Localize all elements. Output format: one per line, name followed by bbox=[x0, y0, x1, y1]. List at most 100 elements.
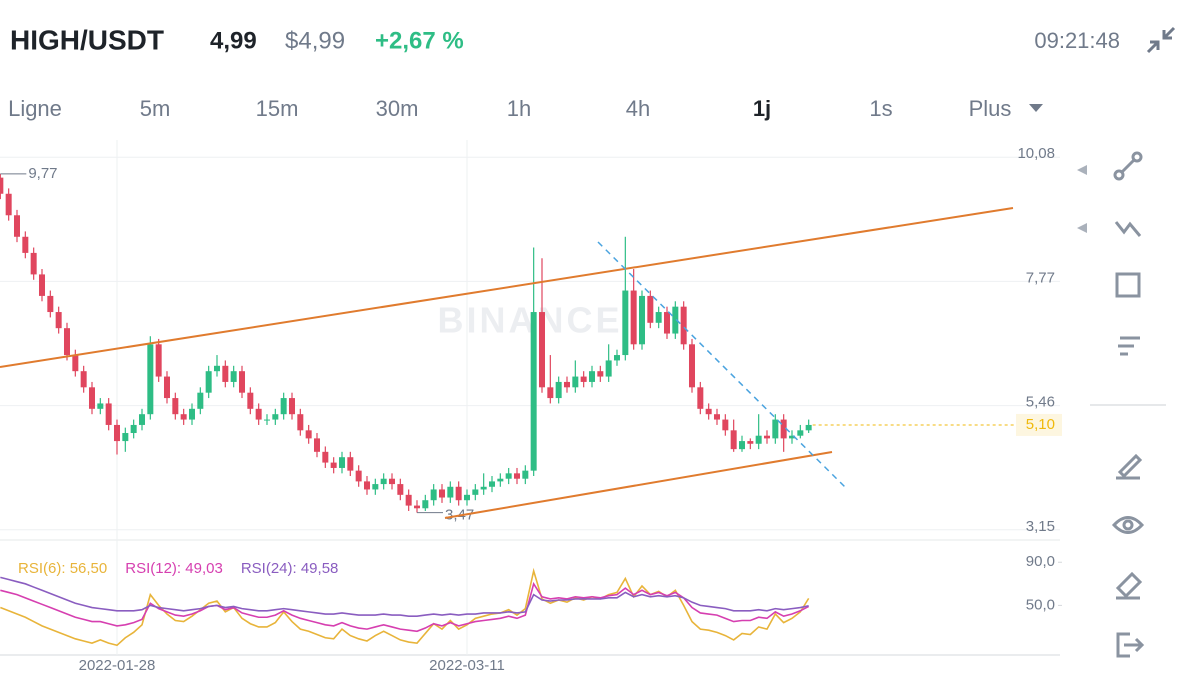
candle-body bbox=[205, 371, 212, 393]
candle-body bbox=[113, 424, 120, 442]
candle-body bbox=[497, 478, 504, 482]
candle-body bbox=[788, 435, 795, 439]
candle-body bbox=[5, 193, 12, 216]
tool-fib[interactable] bbox=[1114, 221, 1142, 237]
toolbar-arrow[interactable] bbox=[1077, 165, 1087, 175]
candle-body bbox=[147, 344, 154, 415]
tab[interactable]: 4h bbox=[626, 96, 650, 121]
rsi-line bbox=[0, 567, 810, 647]
x-tick-label: 2022-01-28 bbox=[79, 657, 156, 674]
candle-body bbox=[797, 430, 804, 436]
candle-body bbox=[288, 398, 295, 415]
dropdown-arrow[interactable] bbox=[1029, 104, 1043, 112]
candle-body bbox=[163, 376, 170, 399]
candle-body bbox=[63, 328, 70, 356]
price: 4,99 bbox=[210, 27, 257, 54]
rsi-line bbox=[0, 576, 809, 617]
tool-exit[interactable] bbox=[1116, 632, 1145, 658]
tool-rect[interactable] bbox=[1115, 272, 1141, 298]
candle-body bbox=[438, 489, 445, 498]
change: +2,67 % bbox=[375, 27, 464, 54]
candle-body bbox=[713, 414, 720, 420]
y-tick-label: 50,0 bbox=[1026, 596, 1055, 613]
tab[interactable]: Plus bbox=[969, 96, 1012, 121]
candle-body bbox=[88, 387, 95, 409]
candle-body bbox=[580, 376, 587, 382]
candle-body bbox=[738, 441, 745, 450]
candle-body bbox=[622, 290, 629, 356]
candle-body bbox=[655, 312, 662, 323]
candle-body bbox=[263, 419, 270, 421]
tool-eraser[interactable] bbox=[1115, 571, 1143, 600]
tab[interactable]: 15m bbox=[256, 96, 299, 121]
tab[interactable]: Ligne bbox=[8, 96, 62, 121]
tool-pen[interactable] bbox=[1116, 453, 1143, 480]
time: 09:21:48 bbox=[1034, 28, 1120, 53]
candle-body bbox=[47, 295, 54, 313]
candle-body bbox=[130, 424, 137, 434]
trend-line bbox=[444, 451, 833, 519]
y-tick-label: 3,15 bbox=[1026, 518, 1055, 535]
candle-body bbox=[97, 403, 104, 409]
candle-body bbox=[397, 484, 404, 495]
candle-body bbox=[613, 355, 620, 361]
candle-body bbox=[688, 344, 695, 388]
candle-body bbox=[272, 414, 279, 420]
candle-body bbox=[755, 435, 762, 444]
y-tick-label: 90,0 bbox=[1026, 553, 1055, 570]
candle-body bbox=[355, 470, 362, 482]
candle-body bbox=[22, 236, 29, 253]
last-price-box bbox=[1016, 413, 1062, 436]
candle-body bbox=[513, 473, 520, 479]
candle-body bbox=[805, 424, 812, 431]
candle-body bbox=[563, 381, 570, 388]
candle-body bbox=[380, 478, 387, 485]
legend-item: RSI(24)49,58 bbox=[241, 560, 339, 577]
y-tick-label: 5,46 bbox=[1026, 394, 1055, 411]
candle-body bbox=[630, 290, 637, 345]
candle-body bbox=[80, 371, 87, 388]
toolbar bbox=[1077, 151, 1166, 658]
tab[interactable]: 1j bbox=[753, 96, 771, 121]
trend-line bbox=[597, 241, 846, 488]
candle-body bbox=[13, 215, 20, 237]
legend-value: 49,03 bbox=[185, 560, 223, 577]
tool-eye[interactable] bbox=[1111, 516, 1145, 534]
candle-body bbox=[705, 408, 712, 415]
legend-item: RSI(6)56,50 bbox=[18, 560, 107, 577]
tab[interactable]: 5m bbox=[140, 96, 171, 121]
rsi-line bbox=[0, 581, 810, 633]
legend-value: 56,50 bbox=[69, 560, 108, 577]
legend-name: RSI(12) bbox=[125, 560, 185, 577]
candle-body bbox=[430, 489, 437, 501]
candle-body bbox=[197, 392, 204, 409]
toolbar-arrow[interactable] bbox=[1077, 223, 1087, 233]
candle-body bbox=[338, 457, 345, 468]
legend-item: RSI(12)49,03 bbox=[125, 560, 223, 577]
candle-body bbox=[730, 430, 737, 450]
tool-text[interactable] bbox=[1118, 336, 1140, 356]
candle-body bbox=[347, 457, 354, 471]
tab[interactable]: 1s bbox=[869, 96, 892, 121]
tab[interactable]: 1h bbox=[507, 96, 531, 121]
candle-body bbox=[505, 473, 512, 479]
candle-body bbox=[605, 360, 612, 377]
legend-value: 49,58 bbox=[300, 560, 339, 577]
candle-body bbox=[30, 252, 37, 275]
tab[interactable]: 30m bbox=[376, 96, 419, 121]
collapse-icon[interactable] bbox=[1146, 26, 1176, 54]
candle-body bbox=[422, 500, 429, 509]
candle-body bbox=[72, 355, 79, 372]
candle-body bbox=[555, 381, 562, 399]
candle-body bbox=[363, 481, 370, 490]
tool-line[interactable] bbox=[1113, 151, 1143, 181]
candle-body bbox=[105, 403, 112, 425]
candle-body bbox=[372, 484, 379, 490]
candle-body bbox=[722, 419, 729, 431]
candle-body bbox=[388, 478, 395, 485]
candle-body bbox=[222, 365, 229, 382]
symbol[interactable]: HIGH/USDT bbox=[10, 24, 164, 55]
candle-body bbox=[588, 371, 595, 382]
